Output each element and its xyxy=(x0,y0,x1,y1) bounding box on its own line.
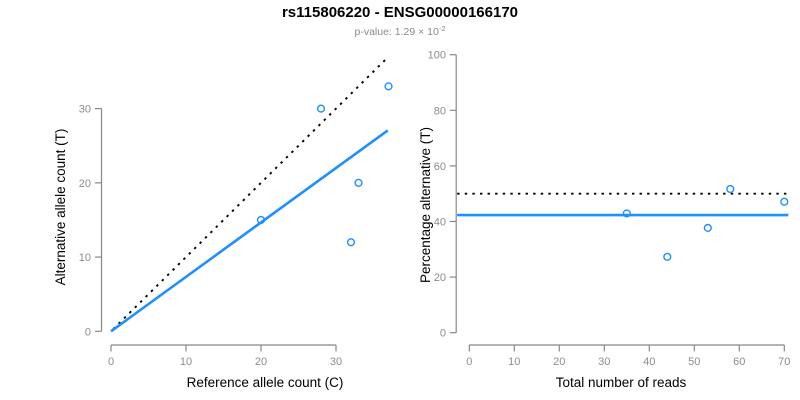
x-axis-title: Total number of reads xyxy=(556,375,687,390)
y-tick-label: 0 xyxy=(85,326,91,338)
data-point xyxy=(663,252,672,261)
x-axis-title: Reference allele count (C) xyxy=(187,375,344,390)
x-tick-label: 20 xyxy=(553,356,565,368)
left-plot: 0 10 20 30 0 10 20 30 Reference allele count (C)… xyxy=(53,57,393,390)
y-tick-label: 20 xyxy=(434,272,446,284)
x-tick-label: 0 xyxy=(108,356,114,368)
data-point xyxy=(622,209,631,218)
right-plot: 0 20 40 60 80 100 0 10 20 30 40 50 60 70 Total number … xyxy=(418,50,791,390)
data-point xyxy=(726,184,735,194)
y-axis-title: Percentage alternative (T) xyxy=(418,127,433,283)
data-point xyxy=(316,104,326,113)
x-tick-label: 30 xyxy=(330,356,342,368)
y-tick-label: 30 xyxy=(79,104,91,116)
p-value-text: p-value: 1.29 × 10 xyxy=(354,26,439,38)
figure-subtitle: p-value: 1.29 × 10-2 xyxy=(0,24,800,38)
figure-title: rs115806220 - ENSG00000166170 xyxy=(281,4,519,21)
y-tick-label: 20 xyxy=(79,178,91,190)
y-axis-title: Alternative allele count (T) xyxy=(53,129,68,286)
x-tick-label: 0 xyxy=(466,356,472,368)
data-point xyxy=(256,215,266,225)
y-tick-label: 0 xyxy=(440,328,446,340)
x-tick-label: 20 xyxy=(255,356,267,368)
fitted-line xyxy=(110,129,389,333)
p-value-exponent: -2 xyxy=(438,24,446,33)
y-tick-label: 100 xyxy=(428,50,446,62)
data-point xyxy=(354,178,363,187)
x-tick-label: 10 xyxy=(180,356,192,368)
x-tick-label: 30 xyxy=(598,356,610,368)
x-tick-label: 70 xyxy=(778,356,790,368)
data-point xyxy=(703,223,712,232)
identity-expected-line xyxy=(112,57,389,330)
y-tick-label: 60 xyxy=(434,161,446,173)
x-tick-label: 10 xyxy=(508,356,520,368)
x-tick-label: 50 xyxy=(688,356,700,368)
x-tick-label: 60 xyxy=(733,356,745,368)
y-tick-label: 40 xyxy=(434,216,446,228)
data-point xyxy=(346,238,356,247)
y-tick-label: 10 xyxy=(79,252,91,264)
y-tick-label: 80 xyxy=(434,105,446,117)
data-point xyxy=(780,197,789,206)
data-point xyxy=(384,82,393,91)
x-tick-label: 40 xyxy=(643,356,655,368)
